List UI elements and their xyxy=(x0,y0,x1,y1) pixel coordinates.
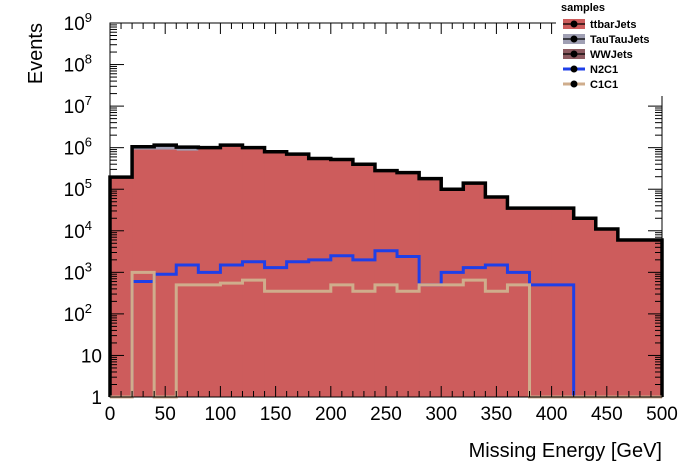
legend-marker xyxy=(570,65,578,73)
y-tick-label: 108 xyxy=(64,52,92,77)
histogram-layer xyxy=(108,143,664,397)
ttbarjets-bar-6 xyxy=(242,147,266,397)
legend-label: ttbarJets xyxy=(590,19,636,31)
legend-label: N2C1 xyxy=(590,64,618,76)
legend-marker xyxy=(570,50,578,58)
y-axis-title: Events xyxy=(25,23,47,84)
legend: samples ttbarJets TauTauJets WWJets N2C1 C1C… xyxy=(556,0,666,96)
ttbarjets-bar-17 xyxy=(485,196,508,397)
ttbarjets-bar-18 xyxy=(507,208,531,397)
c1c1-line xyxy=(110,270,662,399)
x-tick-label: 100 xyxy=(205,404,237,425)
x-tick-label: 0 xyxy=(105,404,116,425)
legend-box xyxy=(556,0,666,96)
ttbarjets-bar-20 xyxy=(551,208,575,397)
y-tick-label: 102 xyxy=(64,301,92,326)
legend-label: TauTauJets xyxy=(590,34,650,46)
signal-line-layer xyxy=(110,249,662,399)
x-axis-title: Missing Energy [GeV] xyxy=(469,440,662,462)
n2c1-line xyxy=(110,249,662,399)
x-tick-label: 200 xyxy=(315,404,347,425)
y-tick-label: 106 xyxy=(64,135,92,160)
legend-marker xyxy=(570,80,578,88)
ttbarjets-bar-21 xyxy=(573,218,597,397)
x-tick-label: 450 xyxy=(591,404,623,425)
legend-label: C1C1 xyxy=(590,79,618,91)
y-tick-label: 107 xyxy=(64,93,92,118)
ttbarjets-bar-5 xyxy=(220,145,243,397)
legend-entry-wwjets: WWJets xyxy=(563,49,633,61)
ttbarjets-bar-3 xyxy=(176,150,199,397)
ttbarjets-bar-19 xyxy=(529,208,553,397)
y-tick-label: 104 xyxy=(64,218,92,243)
x-tick-label: 500 xyxy=(646,404,678,425)
legend-entry-ttbarjets: ttbarJets xyxy=(563,19,636,31)
legend-entry-c1c1: C1C1 xyxy=(563,79,618,91)
y-tick-label: 1 xyxy=(91,388,102,409)
y-tick-label: 10 xyxy=(81,346,102,367)
ttbarjets-bar-7 xyxy=(264,151,288,397)
legend-entries: ttbarJets TauTauJets WWJets N2C1 C1C1 xyxy=(563,19,650,91)
y-tick-label: 109 xyxy=(64,10,92,35)
ttbarjets-bar-15 xyxy=(441,189,464,397)
ttbarjets-bar-13 xyxy=(397,172,420,397)
ttbarjets-bar-10 xyxy=(330,159,354,397)
y-tick-label: 103 xyxy=(64,259,92,284)
legend-title: samples xyxy=(561,2,605,14)
legend-marker xyxy=(570,20,578,28)
ttbarjets-bar-16 xyxy=(463,183,486,397)
x-tick-label: 350 xyxy=(481,404,513,425)
ttbarjets-bar-8 xyxy=(286,154,310,397)
legend-marker xyxy=(570,35,578,43)
x-tick-labels: 0 50 100 150 200 250 300 350 400 450 500 xyxy=(105,404,678,425)
x-tick-label: 400 xyxy=(536,404,568,425)
x-tick-label: 250 xyxy=(370,404,402,425)
x-tick-label: 150 xyxy=(260,404,292,425)
stack-total-outline xyxy=(108,143,664,397)
ttbarjets-bar-24 xyxy=(639,239,663,397)
legend-entry-n2c1: N2C1 xyxy=(563,64,618,76)
y-tick-labels: 1 10 102 103 104 105 106 107 108 109 xyxy=(64,10,102,409)
y-tick-label: 105 xyxy=(64,176,92,201)
ttbarjets-bar-11 xyxy=(352,164,376,397)
legend-label: WWJets xyxy=(590,49,633,61)
ttbarjets-bar-23 xyxy=(617,239,641,397)
ttbarjets-bar-22 xyxy=(595,229,619,397)
x-tick-label: 300 xyxy=(425,404,457,425)
ttbarjets-bar-9 xyxy=(308,158,332,397)
legend-entry-tautaujets: TauTauJets xyxy=(563,34,650,46)
x-tick-label: 50 xyxy=(155,404,176,425)
ttbarjets-bar-14 xyxy=(419,178,442,397)
